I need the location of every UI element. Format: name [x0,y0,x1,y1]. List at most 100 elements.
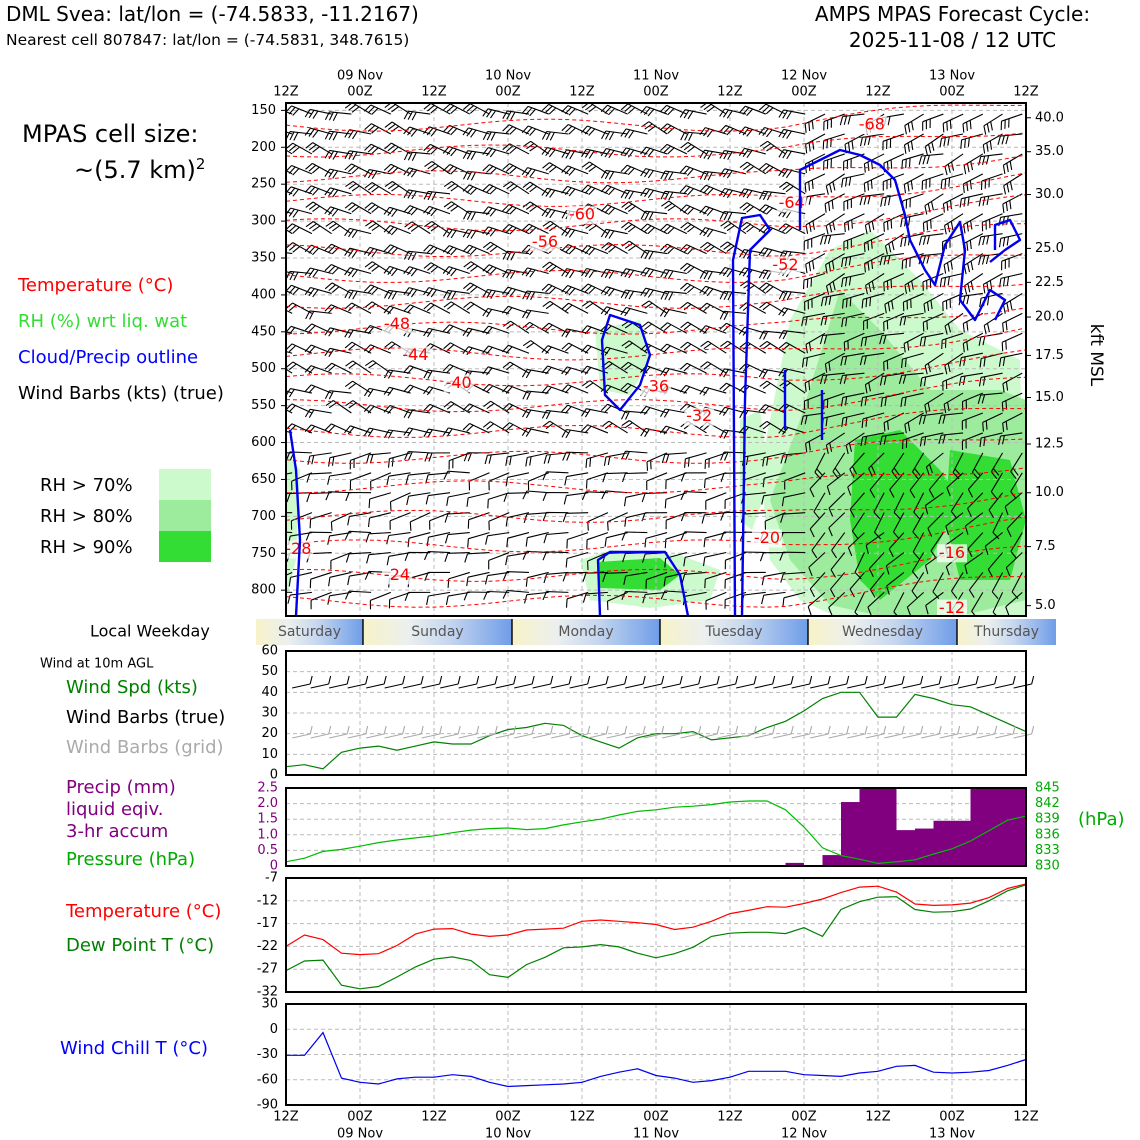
wind-barb [660,223,688,235]
wind-barb [902,292,924,312]
wind-barb [778,109,806,120]
wind-barb [906,591,925,616]
weekday-label: Sunday [411,624,463,640]
wind-barb [640,168,668,179]
wind-barb [587,512,609,531]
wind-barb [443,342,471,354]
wind-barb [324,423,352,434]
wind-barb [485,532,510,545]
surface-wind-barb [958,675,979,689]
wind-barb [423,244,451,255]
date-label-top: 09 Nov [337,69,383,84]
surface-wind-barb [569,675,591,689]
wind-barb [919,372,944,387]
wind-barb [521,368,549,379]
y-tick-label: 833 [1035,843,1060,858]
wind-barb [561,384,589,394]
surface-wind-barb [995,675,1016,689]
wind-barb [880,193,905,207]
surface-wind-barb [384,675,406,689]
wind-barb [463,591,490,601]
wind-barb [900,213,924,228]
wind-barb [680,301,707,314]
wind-barb [405,472,431,484]
wind-barb [324,206,352,217]
wind-barb [600,204,628,215]
wind-barb [983,312,1003,335]
surface-wind-barb [939,675,961,689]
wind-barb [764,512,786,531]
wind-barb [542,551,569,561]
grid-wind-barb [884,725,905,739]
wind-barb [384,121,411,135]
grid-wind-barb [532,725,554,739]
wind-barb [487,492,510,509]
wind-barb [442,363,470,374]
grid-wind-barb [865,725,887,739]
wind-barb [805,253,826,274]
pressure-tick-label: 450 [251,324,276,339]
wind-barb [304,365,332,375]
wind-barb [640,105,668,117]
surface-wind-barb [773,675,794,689]
surface-wind-barb [625,675,646,689]
wind-barb [699,149,727,160]
y-tick-label: -7 [265,871,278,886]
hour-label-top: 12Z [569,85,595,100]
wind-barb [809,472,826,498]
wind-barb [738,267,766,278]
wind-barb [642,591,668,604]
wind-barb [483,590,510,600]
temperature-contour [286,172,1026,207]
wind-chill-panel-frame [285,1003,1027,1106]
height-tick-label: 12.5 [1035,437,1064,452]
wind-barb [938,432,964,445]
wind-barb [699,325,727,335]
wind-barb [961,412,984,430]
wind-barb [324,362,352,374]
date-label-top: 10 Nov [485,69,531,84]
wind-barb [443,180,471,195]
grid-wind-barb [1013,725,1035,739]
wind-barb [778,290,806,301]
wind-barb [620,268,648,279]
wind-barb [542,491,569,502]
wind-barb [305,162,332,175]
wind-barb [968,572,984,598]
wind-barb [443,201,471,215]
surface-wind-barb [514,675,535,689]
y-tick-label: 40 [261,685,278,700]
wind-barb [640,187,668,199]
wind-barb [884,292,905,314]
grid-wind-barb [495,725,517,739]
wind-barb [882,133,905,151]
hour-label-top: 00Z [643,85,669,100]
wind-barb [1005,552,1023,577]
wind-barb [863,233,885,253]
wind-barb [998,213,1023,227]
wind-barb [660,104,688,116]
wind-barb [640,287,668,298]
wind-barb [988,492,1004,518]
grid-wind-barb [606,725,628,739]
wind-barb [942,233,964,251]
hour-label-bottom: 00Z [495,1110,521,1125]
wind-barb [679,362,707,374]
pressure-unit-label: (hPa) [1078,809,1125,830]
hour-label-top: 12Z [1013,85,1039,100]
wind-barb [1002,372,1023,393]
hour-label-top: 12Z [717,85,743,100]
wind-barb [802,272,826,290]
hour-label-top: 00Z [791,85,817,100]
y-tick-label: 0 [270,1022,278,1037]
cloud-outline [989,218,1022,263]
wind-barb [286,409,293,414]
wind-barb [482,366,510,376]
surface-wind-barb [662,675,683,689]
surface-wind-barb [680,675,702,689]
wind-panel-frame [285,650,1027,776]
wind-barb [562,512,589,522]
wind-barb [971,592,984,616]
wind-legend-entry: Wind Barbs (true) [66,707,225,728]
wind-barb [665,512,688,530]
